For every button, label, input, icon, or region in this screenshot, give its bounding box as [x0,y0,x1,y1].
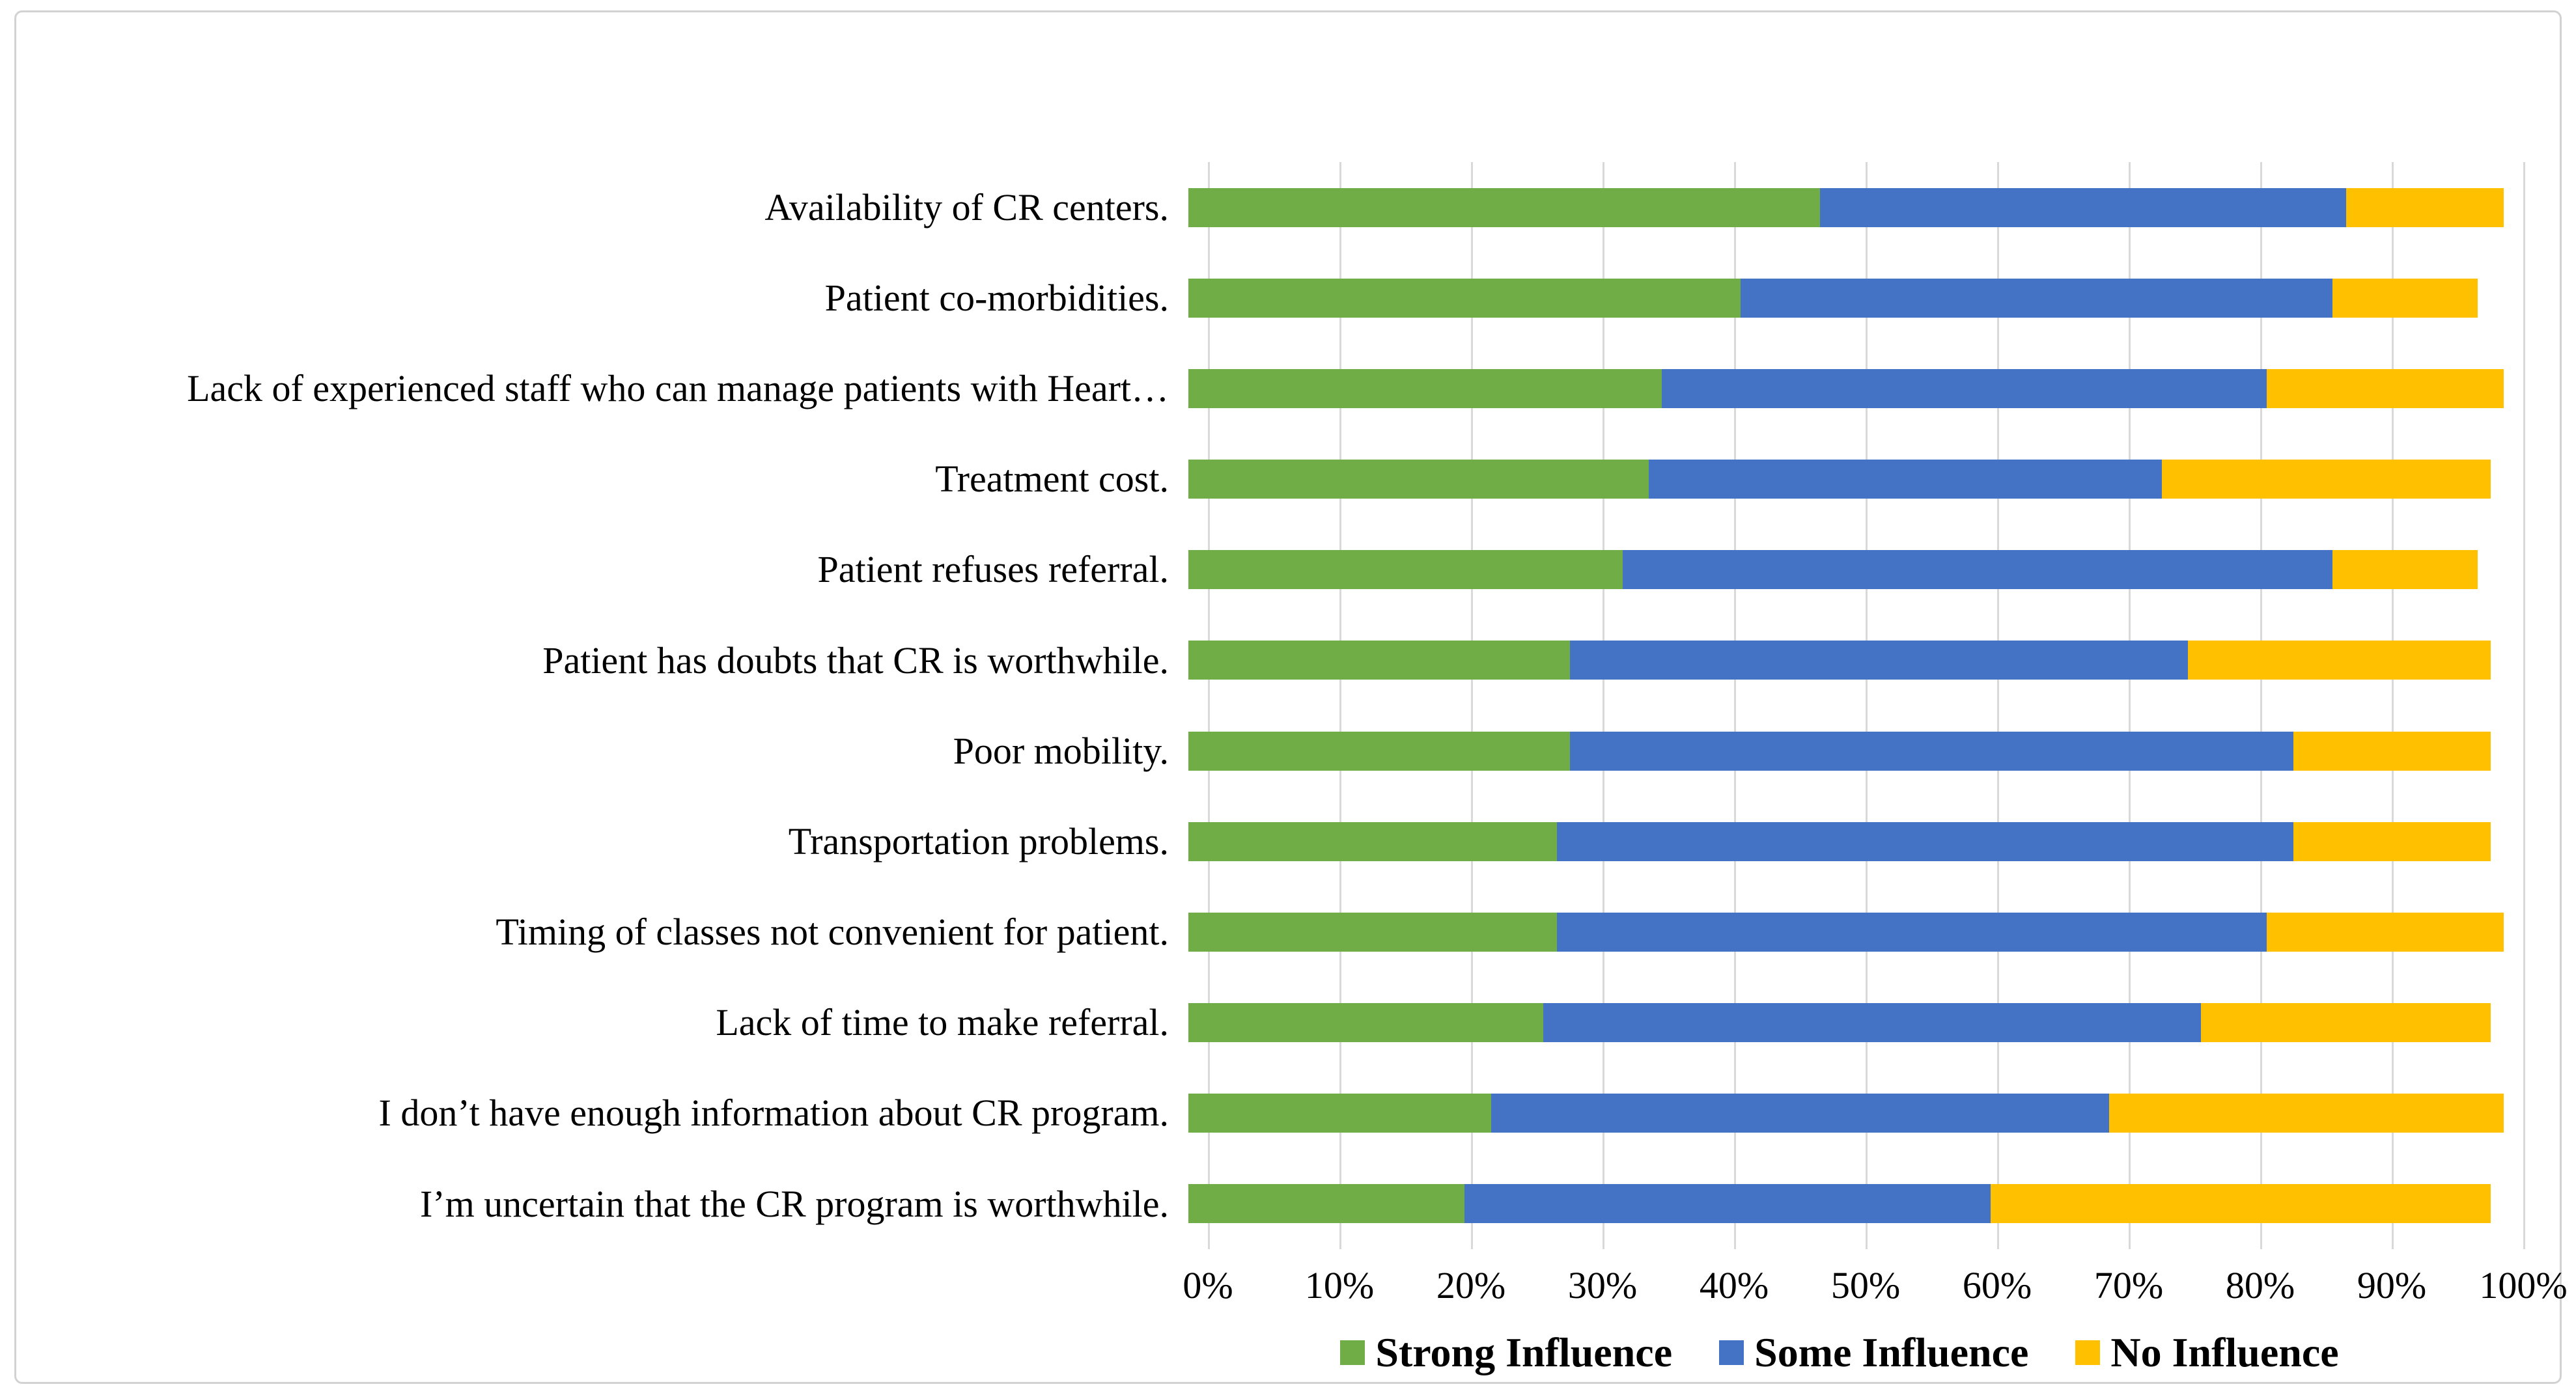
bar-row: Patient has doubts that CR is worthwhile… [16,615,2523,706]
bar-row: Patient refuses referral. [16,525,2523,615]
legend: Strong Influence Some Influence No Influen… [1123,1323,2556,1382]
category-label: Patient has doubts that CR is worthwhile… [542,639,1169,682]
legend-label: Some Influence [1754,1329,2029,1375]
stacked-bar [1188,187,2504,227]
bar-segment-strong-influence [1188,460,1649,499]
x-axis-tick: 20% [1436,1264,1506,1306]
bar-row: I’m uncertain that the CR program is wor… [16,1159,2523,1249]
bar-segment-strong-influence [1188,1184,1465,1224]
category-label: Transportation problems. [788,820,1169,862]
bar-segment-no-influence [2293,821,2491,861]
bar-segment-some-influence [1662,368,2267,408]
bar-segment-no-influence [2293,731,2491,771]
bar-segment-no-influence [1991,1184,2491,1224]
category-label: Availability of CR centers. [764,186,1169,228]
stacked-bar [1188,1184,2504,1224]
bar-segment-no-influence [2108,1094,2504,1133]
bar-segment-some-influence [1741,278,2333,318]
bar-segment-strong-influence [1188,731,1570,771]
bar-segment-some-influence [1622,550,2333,590]
bar-segment-some-influence [1556,912,2267,952]
stacked-bar [1188,731,2504,771]
x-axis-tick: 40% [1699,1264,1769,1306]
x-axis-tick: 60% [1962,1264,2032,1306]
bar-segment-no-influence [2267,368,2504,408]
bar-segment-some-influence [1491,1094,2109,1133]
category-label: Patient co-morbidities. [824,276,1169,319]
bar-segment-no-influence [2201,1003,2491,1043]
plot-gridlines [1208,162,2525,1249]
bar-row: Lack of time to make referral. [16,978,2523,1068]
x-axis: 0% 10% 20% 30% 40% 50% 60% 70% 80% 90% 100% [1183,1263,2567,1316]
bar-segment-strong-influence [1188,1003,1544,1043]
x-axis-tick: 70% [2093,1264,2164,1306]
bar-segment-some-influence [1464,1184,1991,1224]
bar-segment-strong-influence [1188,1094,1491,1133]
stacked-bar [1188,368,2504,408]
bar-row: Timing of classes not convenient for pat… [16,887,2523,977]
legend-label: Strong Influence [1375,1329,1673,1375]
bar-row: Patient co-morbidities. [16,253,2523,343]
bar-row: Treatment cost. [16,434,2523,525]
stacked-bar [1188,460,2504,499]
bar-segment-no-influence [2345,187,2504,227]
stacked-bar [1188,1003,2504,1043]
stacked-bar [1188,1094,2504,1133]
bar-segment-some-influence [1543,1003,2202,1043]
bar-row: Poor mobility. [16,706,2523,796]
bar-segment-no-influence [2332,550,2478,590]
bar-segment-strong-influence [1188,187,1820,227]
x-axis-tick: 90% [2357,1264,2427,1306]
bar-row: I don’t have enough information about CR… [16,1068,2523,1159]
bar-segment-some-influence [1649,460,2162,499]
bar-segment-some-influence [1556,821,2293,861]
category-label: I don’t have enough information about CR… [378,1092,1169,1135]
figure-border: Availability of CR centers. Patient co-mo… [14,10,2568,1384]
x-axis-tick: 0% [1183,1264,1233,1306]
category-label: Lack of experienced staff who can manage… [187,367,1169,410]
bar-segment-some-influence [1819,187,2346,227]
category-label: Patient refuses referral. [817,548,1169,591]
bar-segment-no-influence [2332,278,2478,318]
category-label: Treatment cost. [935,458,1169,501]
category-label: Lack of time to make referral. [716,1001,1169,1044]
x-axis-tick: 80% [2225,1264,2295,1306]
bar-segment-some-influence [1569,641,2189,680]
category-label: Poor mobility. [953,729,1169,772]
legend-swatch-icon [1719,1340,1744,1365]
legend-swatch-icon [2075,1340,2101,1365]
bar-segment-some-influence [1569,731,2293,771]
stacked-bar [1188,821,2504,861]
legend-item-some-influence: Some Influence [1719,1329,2028,1377]
bar-segment-strong-influence [1188,278,1741,318]
x-axis-tick: 100% [2479,1264,2568,1306]
bar-row: Transportation problems. [16,796,2523,887]
x-axis-tick: 10% [1304,1264,1375,1306]
bar-segment-strong-influence [1188,821,1557,861]
legend-item-strong-influence: Strong Influence [1340,1329,1672,1377]
legend-item-no-influence: No Influence [2075,1329,2339,1377]
stacked-bar [1188,912,2504,952]
bar-segment-strong-influence [1188,368,1662,408]
legend-label: No Influence [2110,1329,2339,1375]
x-axis-tick: 30% [1567,1264,1638,1306]
bar-segment-strong-influence [1188,641,1570,680]
stacked-bar [1188,641,2504,680]
bar-segment-no-influence [2161,460,2491,499]
bar-row: Availability of CR centers. [16,162,2523,253]
stacked-bar [1188,278,2504,318]
category-label: Timing of classes not convenient for pat… [496,911,1169,954]
bar-segment-strong-influence [1188,912,1557,952]
category-label: I’m uncertain that the CR program is wor… [419,1182,1169,1225]
bar-rows: Availability of CR centers. Patient co-mo… [16,162,2523,1249]
bar-segment-strong-influence [1188,550,1623,590]
x-axis-tick: 50% [1830,1264,1901,1306]
legend-swatch-icon [1340,1340,1365,1365]
bar-segment-no-influence [2267,912,2504,952]
bar-row: Lack of experienced staff who can manage… [16,343,2523,434]
stacked-bar [1188,550,2504,590]
bar-segment-no-influence [2188,641,2491,680]
